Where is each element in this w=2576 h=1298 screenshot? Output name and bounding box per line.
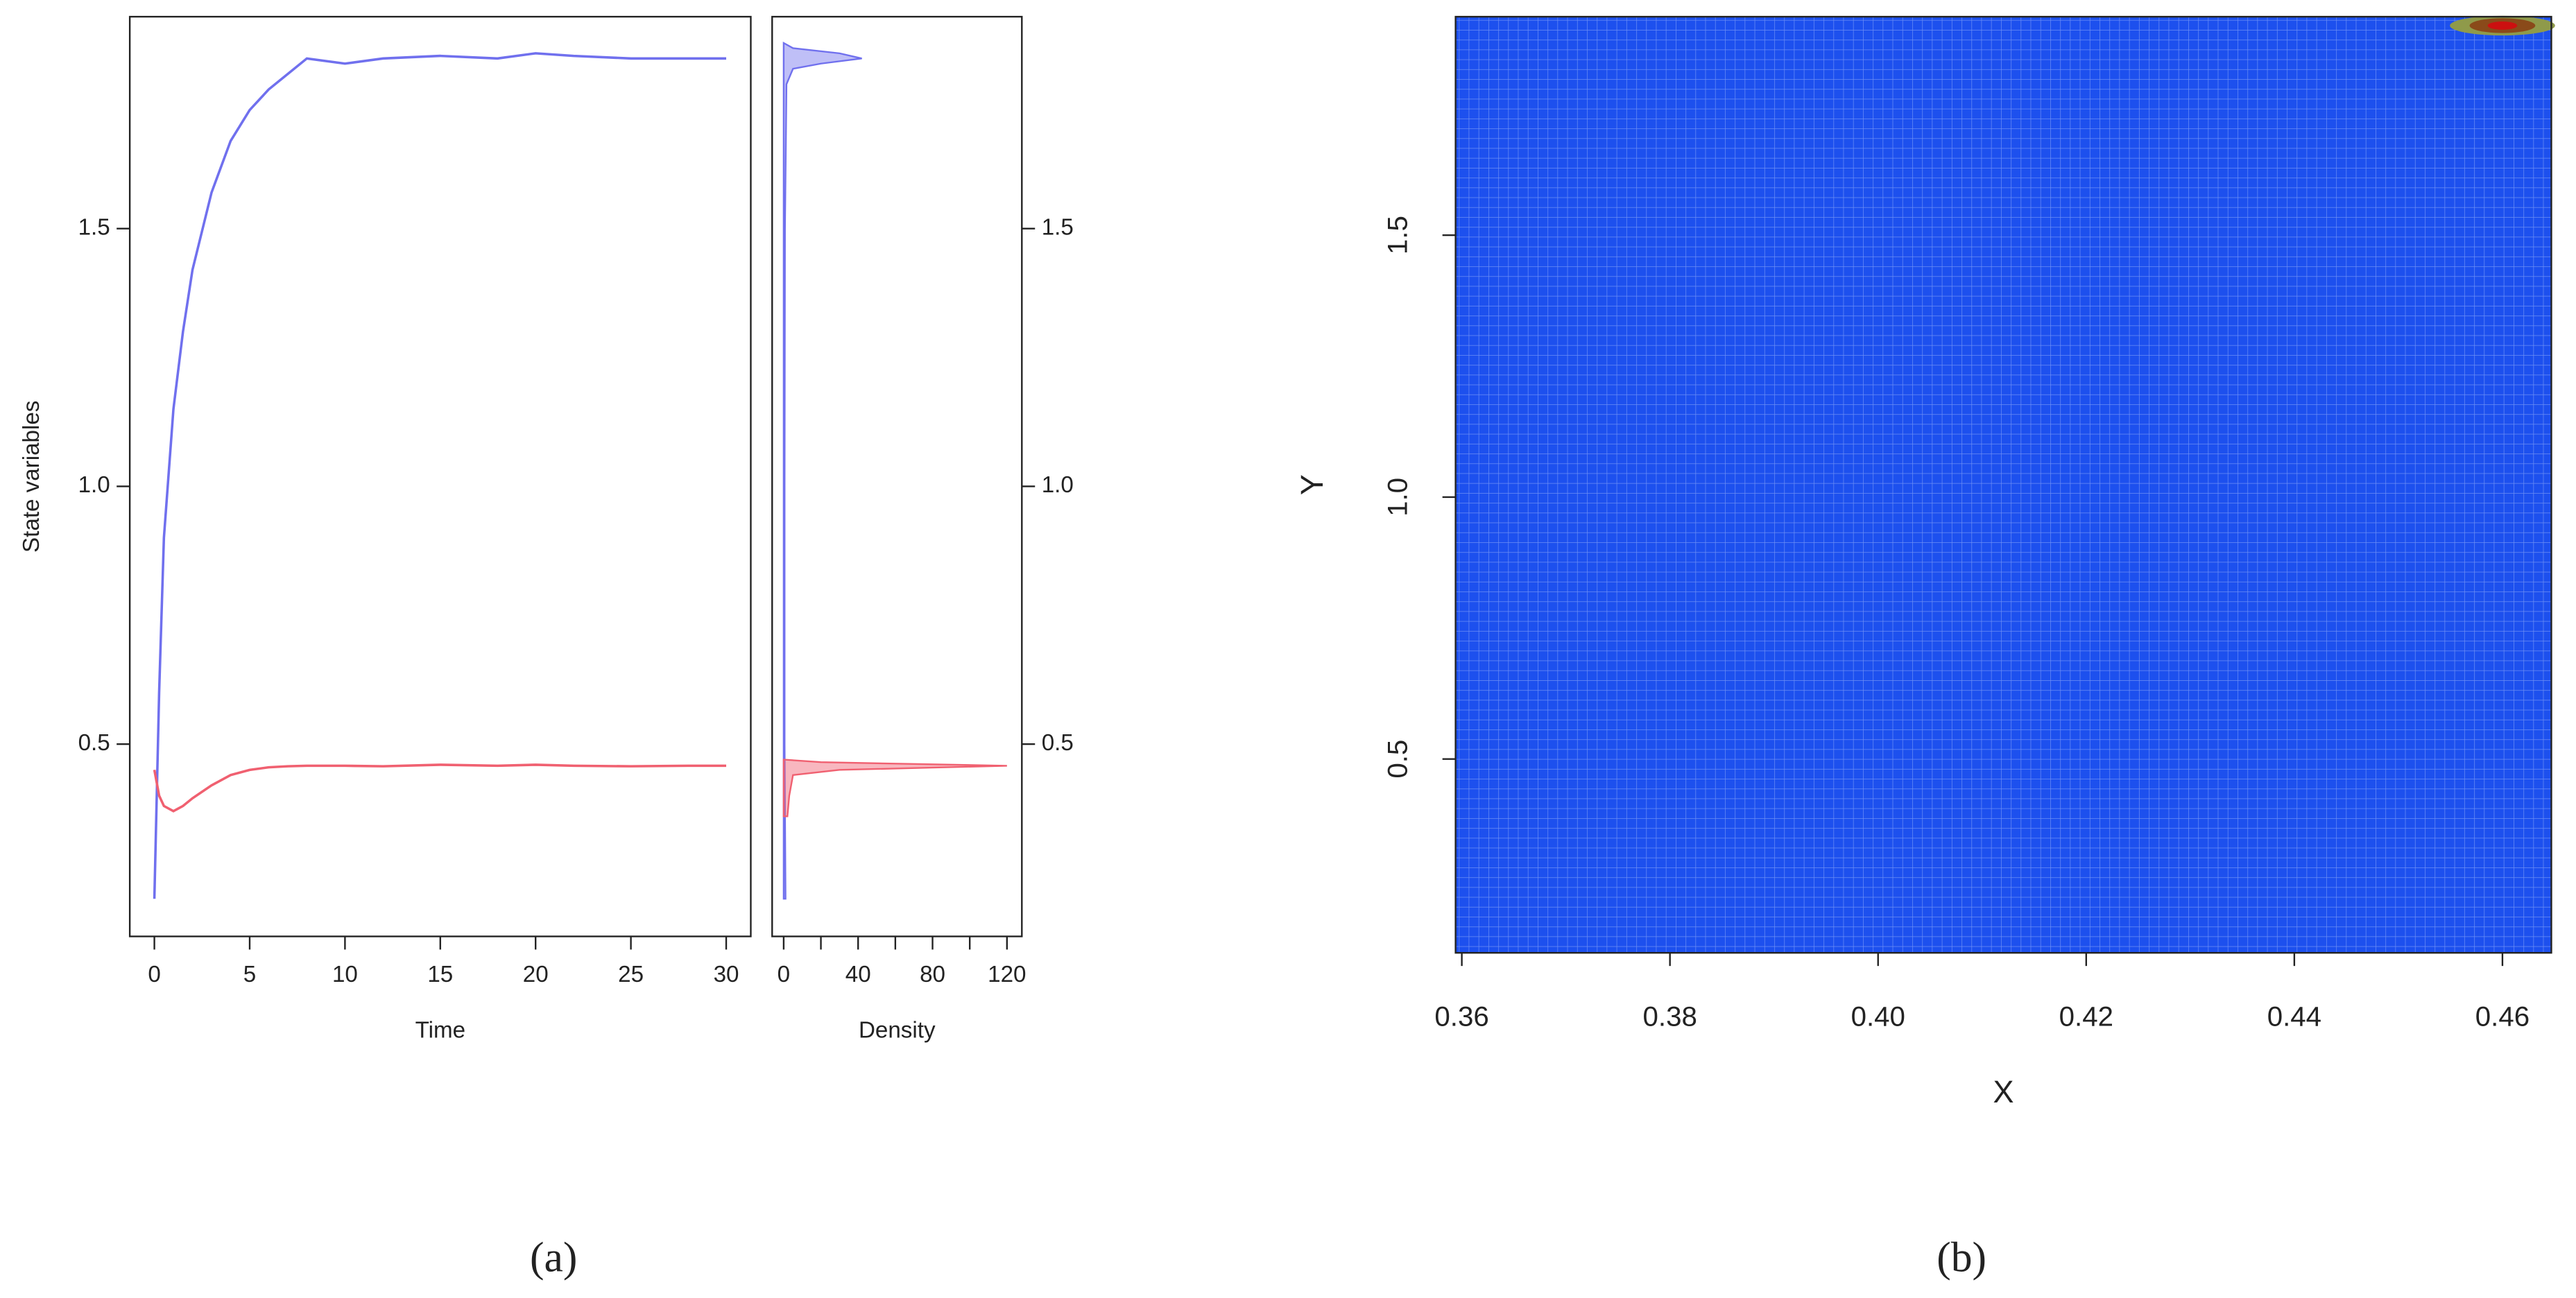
x-axis-title: Density [859, 1018, 936, 1044]
y-tick-label: 0.5 [78, 730, 110, 756]
x-tick-label: 0.42 [2059, 1001, 2113, 1032]
x-tick-label: 0 [148, 962, 160, 987]
caption: (a) [530, 1234, 577, 1281]
y-tick-label: 1.0 [1042, 472, 1074, 498]
x-tick-label: 0.40 [1851, 1001, 1905, 1032]
series-line [153, 763, 727, 813]
x-tick-label: 0 [778, 962, 790, 987]
x-tick-label: 30 [714, 962, 739, 987]
y-tick-label: 1.0 [1382, 478, 1414, 517]
y-tick-label: 1.5 [78, 214, 110, 240]
x-tick-label: 10 [332, 962, 358, 987]
y-tick-label: 0.5 [1042, 730, 1074, 756]
y-tick-label: 1.0 [78, 472, 110, 498]
y-axis-title: Y [1294, 474, 1330, 495]
x-tick-label: 80 [920, 962, 945, 987]
x-tick-label: 15 [427, 962, 453, 987]
hotspot [2487, 21, 2518, 30]
x-tick-label: 5 [243, 962, 256, 987]
y-tick-label: 0.5 [1382, 740, 1414, 779]
heatmap-cells [1455, 17, 2552, 953]
y-tick-label: 1.5 [1382, 216, 1414, 254]
x-tick-label: 40 [845, 962, 871, 987]
plot-frame [1454, 15, 2552, 954]
x-tick-label: 0.36 [1434, 1001, 1488, 1032]
y-axis-title: State variables [19, 401, 44, 553]
x-tick-label: 120 [988, 962, 1026, 987]
x-tick-label: 0.38 [1643, 1001, 1697, 1032]
y-tick-label: 1.5 [1042, 214, 1074, 240]
x-tick-label: 0.44 [2267, 1001, 2321, 1032]
series-line [153, 52, 727, 899]
plot-frame [771, 15, 1023, 937]
x-axis-title: Time [415, 1018, 465, 1044]
density-area [782, 759, 1007, 817]
density-area [782, 41, 862, 900]
x-tick-label: 20 [523, 962, 549, 987]
x-tick-label: 25 [618, 962, 644, 987]
caption: (b) [1937, 1234, 1986, 1281]
x-axis-title: X [1993, 1074, 2014, 1109]
x-tick-label: 0.46 [2475, 1001, 2530, 1032]
plot-frame [128, 15, 752, 937]
